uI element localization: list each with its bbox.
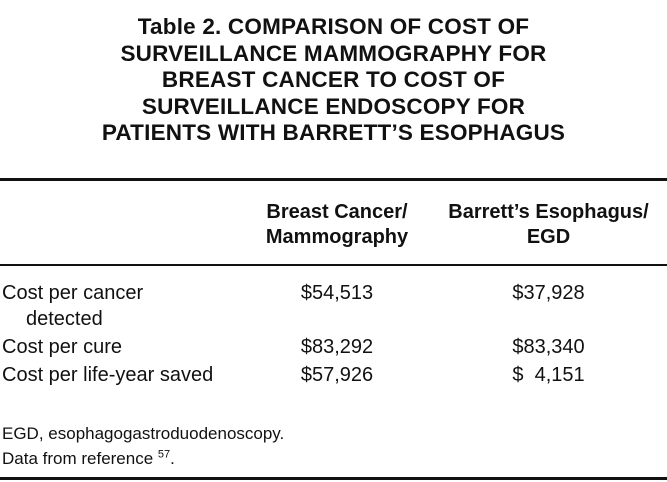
table-footnotes: EGD, esophagogastroduodenoscopy. Data fr… xyxy=(2,421,284,471)
row-label-line: Cost per cure xyxy=(2,336,123,358)
column-header-line: EGD xyxy=(526,226,571,248)
column-header-line: Breast Cancer/ xyxy=(266,201,408,223)
row-label: Cost per cancer detected xyxy=(2,280,143,332)
footnote-abbreviation: EGD, esophagogastroduodenoscopy. xyxy=(2,424,285,443)
row-label: Cost per cure xyxy=(2,334,122,360)
row-label-line: detected xyxy=(26,308,103,330)
table-title-line: PATIENTS WITH BARRETT’S ESOPHAGUS xyxy=(101,120,566,145)
column-header-line: Mammography xyxy=(265,226,409,248)
cell-barretts-esophagus: $83,340 xyxy=(512,336,585,358)
table-title-line: Table 2. COMPARISON OF COST OF xyxy=(137,14,530,39)
row-label-line: Cost per cancer xyxy=(2,282,144,304)
cell-barretts-esophagus: $37,928 xyxy=(512,282,585,304)
column-header-barretts-esophagus: Barrett’s Esophagus/ EGD xyxy=(430,200,667,250)
header-rule xyxy=(0,264,667,266)
reference-number: 57 xyxy=(157,448,171,461)
top-rule xyxy=(0,178,667,181)
footnote-source: Data from reference 57. xyxy=(2,446,284,471)
table-title-line: SURVEILLANCE ENDOSCOPY FOR xyxy=(141,93,526,119)
table-title-line: SURVEILLANCE MAMMOGRAPHY FOR xyxy=(120,40,547,66)
table-title-line: BREAST CANCER TO COST OF xyxy=(161,67,506,92)
footnote-source-text: Data from reference xyxy=(2,449,158,468)
column-header-line: Barrett’s Esophagus/ xyxy=(448,201,649,223)
cell-breast-cancer: $57,926 xyxy=(300,364,374,386)
bottom-rule xyxy=(0,477,667,480)
footnote-source-end: . xyxy=(170,449,175,468)
table-title: Table 2. COMPARISON OF COST OF SURVEILLA… xyxy=(0,14,667,147)
row-label: Cost per life-year saved xyxy=(2,362,213,388)
cell-breast-cancer: $54,513 xyxy=(300,282,374,304)
column-header-breast-cancer: Breast Cancer/ Mammography xyxy=(254,200,420,250)
cell-breast-cancer: $83,292 xyxy=(300,336,374,358)
cell-barretts-esophagus: $ 4,151 xyxy=(512,364,585,386)
row-label-line: Cost per life-year saved xyxy=(2,364,214,386)
